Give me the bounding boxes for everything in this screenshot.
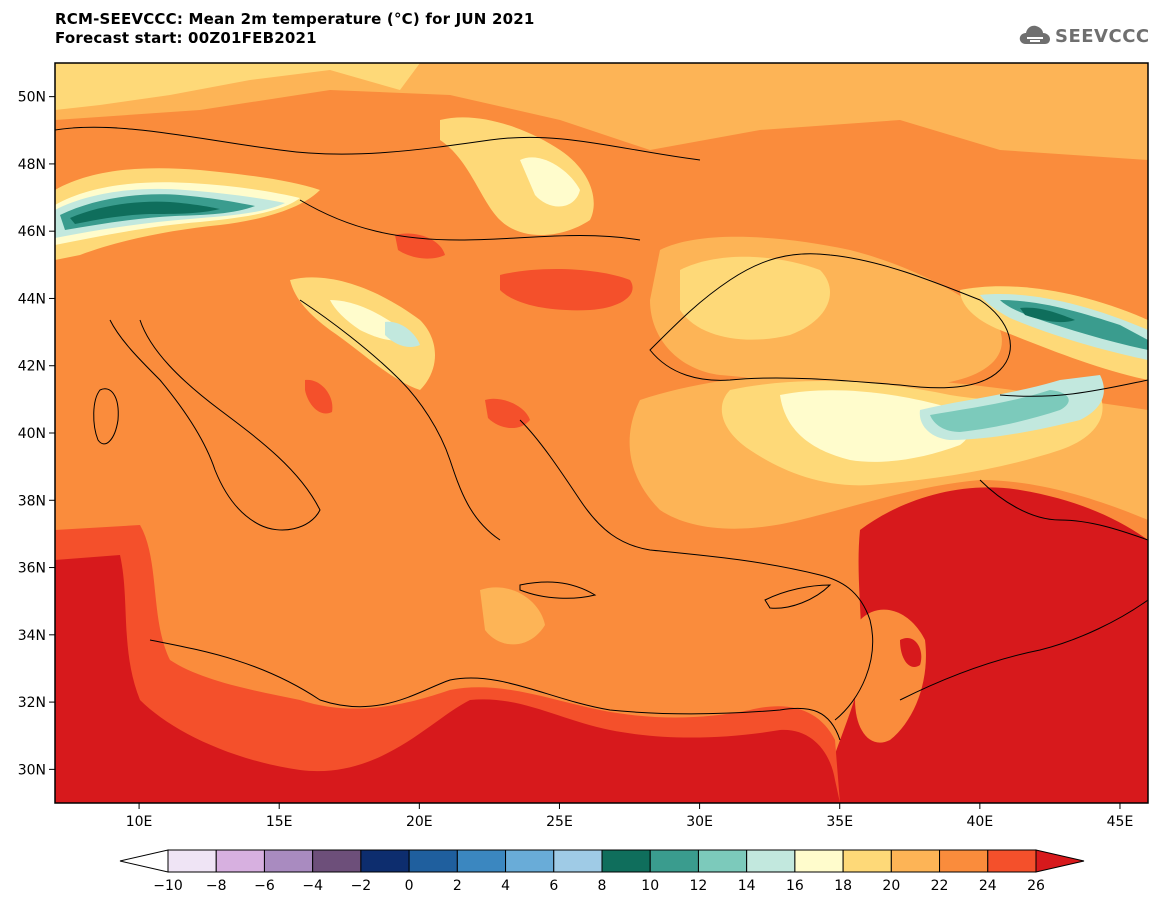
lon-tick-label: 15E	[266, 814, 293, 830]
lon-tick-label: 20E	[406, 814, 433, 830]
colorbar-label: −4	[302, 878, 323, 894]
colorbar-label: 20	[882, 878, 900, 894]
colorbar-segment	[312, 849, 362, 873]
lat-tick-label: 34N	[18, 628, 46, 644]
lon-tick-label: 35E	[826, 814, 853, 830]
colorbar-label: −6	[254, 878, 275, 894]
colorbar-label: 8	[598, 878, 607, 894]
lat-tick-label: 44N	[18, 291, 46, 307]
colorbar-label: 0	[405, 878, 414, 894]
lat-tick-label: 40N	[18, 426, 46, 442]
lat-tick-label: 32N	[18, 695, 46, 711]
lat-tick-label: 42N	[18, 359, 46, 375]
colorbar-label: 26	[1027, 878, 1045, 894]
colorbar-label: 6	[549, 878, 558, 894]
forecast-start-label: Forecast start: 00Z01FEB2021	[55, 29, 317, 47]
colorbar-segment	[408, 849, 458, 873]
colorbar-segment	[794, 849, 844, 873]
colorbar-label: −8	[206, 878, 227, 894]
lat-tick-label: 30N	[18, 762, 46, 778]
colorbar-segment	[987, 849, 1037, 873]
colorbar-segment	[890, 849, 941, 873]
colorbar-segment	[215, 849, 265, 873]
seevccc-logo: SEEVCCC	[1018, 22, 1150, 50]
lat-tick-label: 50N	[18, 90, 46, 106]
lon-tick-label: 10E	[126, 814, 153, 830]
colorbar-segment	[456, 849, 507, 873]
colorbar-label: −10	[153, 878, 183, 894]
colorbar-label: 22	[931, 878, 949, 894]
lat-tick-label: 46N	[18, 224, 46, 240]
temperature-field	[55, 63, 1148, 803]
colorbar-segment	[601, 849, 651, 873]
colorbar-label: 24	[979, 878, 997, 894]
lon-tick-label: 40E	[967, 814, 994, 830]
colorbar-segment	[746, 849, 796, 873]
colorbar-segment	[842, 849, 892, 873]
lon-tick-label: 45E	[1107, 814, 1134, 830]
colorbar-label: 16	[786, 878, 804, 894]
colorbar-segment	[939, 849, 989, 873]
lon-tick-label: 30E	[686, 814, 713, 830]
lat-tick-label: 36N	[18, 561, 46, 577]
lon-tick-label: 25E	[546, 814, 573, 830]
logo-text: SEEVCCC	[1055, 25, 1150, 47]
colorbar-label: −2	[351, 878, 372, 894]
axis-ticks: 10E 15E 20E 25E 30E 35E 40E 45E 30N 32N 34N 36N 38N 4…	[18, 90, 1134, 830]
coastlines	[55, 126, 1148, 741]
colorbar-label: 2	[453, 878, 462, 894]
colorbar-label: 12	[690, 878, 708, 894]
colorbar-label: 4	[501, 878, 510, 894]
colorbar-segment	[697, 849, 748, 873]
lat-tick-label: 48N	[18, 157, 46, 173]
cloud-icon	[1019, 25, 1050, 44]
colorbar-over-arrow	[1035, 849, 1085, 873]
colorbar-segment	[167, 849, 217, 873]
colorbar-segment	[360, 849, 410, 873]
colorbar-segment	[553, 849, 603, 873]
colorbar-label: 18	[834, 878, 852, 894]
colorbar-label: 14	[738, 878, 756, 894]
colorbar-label: 10	[641, 878, 659, 894]
colorbar-segment	[263, 849, 314, 873]
colorbar-segment	[505, 849, 555, 873]
colorbar-segment	[649, 849, 699, 873]
map-title: RCM-SEEVCCC: Mean 2m temperature (°C) fo…	[55, 10, 535, 28]
lat-tick-label: 38N	[18, 493, 46, 509]
colorbar-under-arrow	[119, 849, 169, 873]
colorbar: −10 −8 −6 −4 −2 0 2 4 6 8 10 12 14 16 18 20 22 24 26	[119, 849, 1085, 894]
